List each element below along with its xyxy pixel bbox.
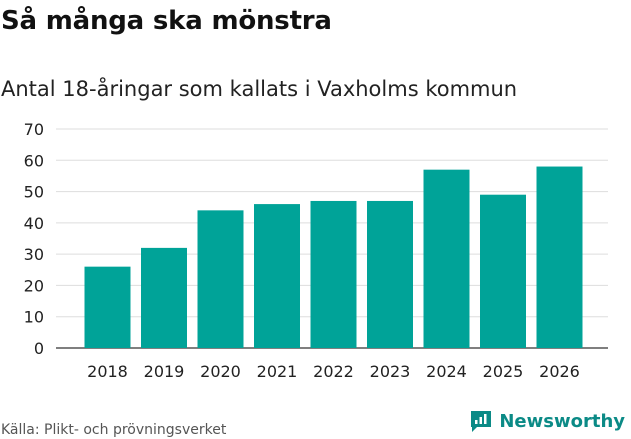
source-note: Källa: Plikt- och prövningsverket (1, 422, 227, 438)
bar-2021[interactable] (254, 204, 300, 348)
y-tick-label: 0 (34, 339, 44, 358)
x-tick-label: 2025 (483, 362, 524, 381)
x-tick-label: 2024 (426, 362, 467, 381)
chart-title: Så många ska mönstra (1, 6, 332, 36)
y-tick-labels: 0 10 20 30 40 50 60 70 (24, 120, 44, 358)
x-tick-label: 2026 (539, 362, 580, 381)
y-tick-label: 30 (24, 245, 44, 264)
bar-2025[interactable] (480, 194, 526, 348)
bar-2023[interactable] (367, 200, 413, 348)
brand-logo[interactable]: Newsworthy (469, 409, 625, 433)
x-tick-label: 2020 (200, 362, 241, 381)
y-tick-label: 10 (24, 308, 44, 327)
x-tick-labels: 2018 2019 2020 2021 2022 2023 2024 2025 2026 (87, 362, 580, 381)
y-tick-label: 60 (24, 151, 44, 170)
x-tick-label: 2018 (87, 362, 128, 381)
y-tick-label: 50 (24, 183, 44, 202)
bar-2024[interactable] (423, 169, 470, 348)
bars (84, 166, 583, 348)
x-tick-label: 2019 (144, 362, 185, 381)
bar-2022[interactable] (310, 200, 357, 348)
bar-2026[interactable] (536, 166, 583, 348)
newsworthy-icon (471, 411, 492, 432)
bar-2019[interactable] (141, 247, 187, 348)
bar-2018[interactable] (84, 266, 131, 348)
x-tick-label: 2023 (370, 362, 411, 381)
x-tick-label: 2022 (313, 362, 354, 381)
y-tick-label: 70 (24, 120, 44, 139)
bar-2020[interactable] (197, 210, 244, 348)
x-tick-label: 2021 (257, 362, 298, 381)
chart-subtitle: Antal 18-åringar som kallats i Vaxholms … (1, 77, 518, 101)
y-tick-label: 40 (24, 214, 44, 233)
y-tick-label: 20 (24, 276, 44, 295)
brand-name: Newsworthy (499, 410, 625, 432)
